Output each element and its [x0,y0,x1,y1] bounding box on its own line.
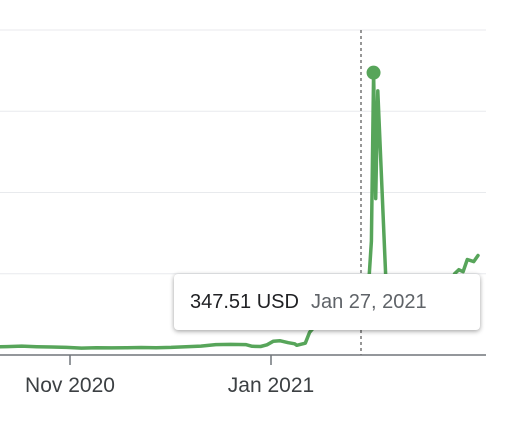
gridlines [0,29,486,275]
x-tick-label-nov-2020: Nov 2020 [25,374,115,397]
x-tick-label-jan-2021: Jan 2021 [228,374,314,397]
highlight-point[interactable] [366,65,381,80]
price-tooltip: 347.51 USD Jan 27, 2021 [174,274,480,330]
price-line-segment-2 [452,253,480,276]
tooltip-date: Jan 27, 2021 [310,290,427,313]
tooltip-price: 347.51 USD [190,290,299,313]
x-axis: Nov 2020 Jan 2021 [0,354,486,397]
